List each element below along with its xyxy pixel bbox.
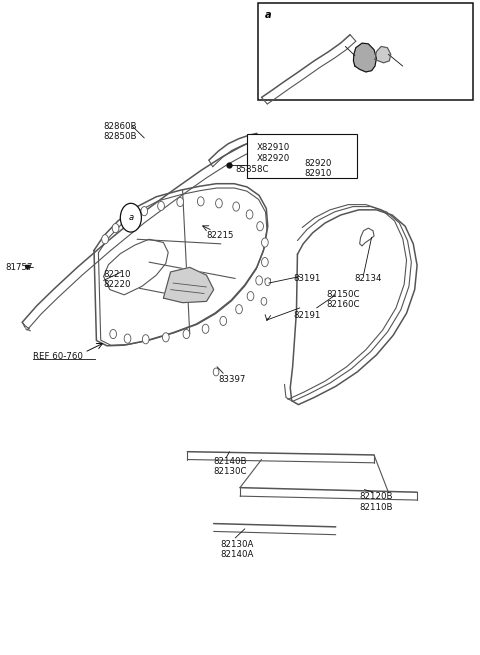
Text: 82860B
82850B: 82860B 82850B — [104, 122, 137, 141]
Circle shape — [112, 223, 119, 233]
Text: 81757: 81757 — [5, 263, 33, 272]
Circle shape — [220, 316, 227, 326]
Circle shape — [236, 305, 242, 314]
Circle shape — [246, 210, 253, 219]
Circle shape — [162, 333, 169, 342]
Circle shape — [262, 257, 268, 267]
Text: 82130A
82140A: 82130A 82140A — [220, 540, 253, 559]
Text: 85858C: 85858C — [235, 166, 269, 174]
Text: 82191: 82191 — [294, 311, 321, 320]
Polygon shape — [353, 43, 376, 72]
Circle shape — [126, 214, 132, 223]
Circle shape — [216, 198, 222, 208]
Text: 82120B
82110B: 82120B 82110B — [360, 492, 393, 512]
Bar — [258, 3, 473, 100]
Polygon shape — [163, 267, 214, 303]
Text: 82134: 82134 — [355, 274, 383, 283]
Circle shape — [262, 238, 268, 247]
Circle shape — [183, 329, 190, 339]
Circle shape — [141, 206, 148, 215]
Circle shape — [265, 278, 271, 286]
Text: 96310J
96310K: 96310J 96310K — [277, 40, 311, 60]
Circle shape — [247, 291, 254, 301]
Circle shape — [202, 324, 209, 333]
Circle shape — [256, 276, 263, 285]
Text: a: a — [128, 213, 133, 222]
Text: a: a — [264, 10, 271, 20]
Circle shape — [177, 197, 183, 206]
Text: 82150C
82160C: 82150C 82160C — [326, 290, 360, 309]
Polygon shape — [375, 47, 391, 63]
Circle shape — [120, 203, 142, 232]
Text: 83397: 83397 — [218, 375, 246, 384]
Text: REF 60-760: REF 60-760 — [33, 352, 83, 362]
Circle shape — [197, 196, 204, 206]
Text: 82920
82910: 82920 82910 — [305, 159, 332, 178]
Text: 82210
82220: 82210 82220 — [104, 270, 131, 290]
Circle shape — [124, 334, 131, 343]
Text: 83191: 83191 — [294, 274, 321, 283]
Text: X82910
X82920: X82910 X82920 — [257, 143, 290, 162]
Bar — [247, 134, 357, 178]
Text: 82140B
82130C: 82140B 82130C — [214, 457, 247, 476]
Circle shape — [257, 221, 264, 231]
Text: 82775
82785: 82775 82785 — [403, 67, 430, 86]
Circle shape — [233, 202, 240, 211]
Circle shape — [102, 234, 108, 244]
Circle shape — [157, 201, 164, 210]
Circle shape — [213, 368, 219, 376]
Text: 82215: 82215 — [206, 231, 234, 240]
Circle shape — [261, 297, 267, 305]
Circle shape — [143, 335, 149, 344]
Circle shape — [110, 329, 117, 339]
